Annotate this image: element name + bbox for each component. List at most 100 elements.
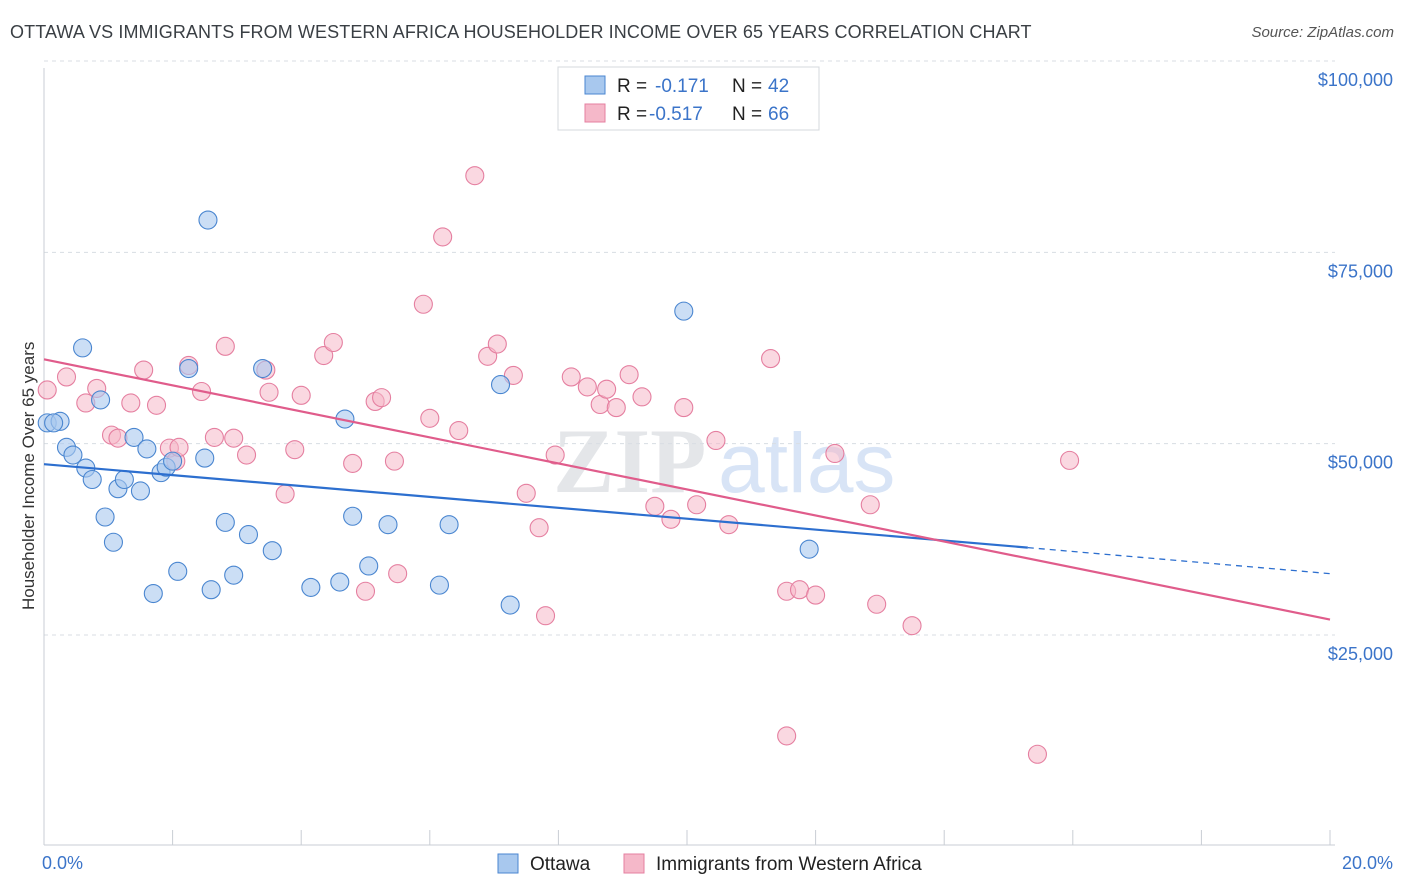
ottawa-point-27: [262, 541, 282, 561]
legend-r-value-ottawa: -0.171: [655, 76, 709, 97]
western-africa-point-66: [1060, 450, 1080, 470]
legend-r-label-ottawa: R =: [617, 76, 647, 97]
ottawa-point-25: [238, 525, 259, 545]
bottom-legend-label-western-africa: Immigrants from Western Africa: [656, 854, 922, 875]
western-africa-point-22: [291, 385, 311, 405]
western-africa-point-49: [632, 387, 652, 407]
chart-source: Source: ZipAtlas.com: [1251, 24, 1394, 41]
ottawa-point-26: [253, 358, 273, 379]
correlation-legend: R = -0.171 N = 42 R = -0.517 N = 66: [557, 66, 820, 131]
y-tick-label-100000: $100,000: [1318, 70, 1393, 90]
ottawa-point-28: [301, 577, 321, 597]
western-africa-point-15: [215, 336, 235, 356]
trend-line-ottawa-extension: [1027, 546, 1331, 575]
western-africa-point-16: [224, 428, 244, 448]
western-africa-point-17: [236, 445, 257, 465]
trend-line-ottawa: [43, 463, 1028, 549]
western-africa-point-65: [1027, 744, 1047, 764]
ottawa-point-34: [429, 575, 449, 595]
western-africa-point-39: [516, 483, 536, 503]
bottom-legend-label-ottawa: Ottawa: [530, 854, 591, 875]
western-africa-point-23: [314, 345, 334, 366]
ottawa-point-19: [168, 561, 188, 581]
ottawa-point-24: [224, 565, 244, 585]
ottawa-point-7: [82, 469, 102, 490]
western-africa-point-8: [146, 395, 167, 415]
western-africa-point-14: [204, 427, 224, 447]
western-africa-point-19: [259, 382, 279, 402]
western-africa-point-50: [645, 496, 665, 516]
western-africa-point-21: [285, 440, 305, 460]
x-tick-label-max: 20.0%: [1342, 853, 1393, 873]
western-africa-point-35: [465, 166, 485, 186]
western-africa-point-58: [789, 580, 810, 600]
ottawa-point-9: [95, 507, 115, 527]
ottawa-point-13: [124, 427, 144, 447]
western-africa-point-37: [487, 334, 507, 354]
ottawa-point-2: [44, 413, 64, 433]
western-africa-point-34: [449, 420, 469, 441]
ottawa-point-38: [198, 210, 218, 230]
western-africa-point-60: [825, 443, 845, 464]
western-africa-point-26: [355, 581, 376, 601]
ottawa-point-14: [130, 481, 150, 501]
western-africa-point-28: [372, 388, 392, 408]
western-africa-point-48: [619, 365, 639, 385]
western-africa-point-1: [56, 367, 77, 387]
x-tick-marks: [43, 830, 1331, 845]
legend-swatch-western-africa: [584, 103, 606, 123]
ottawa-point-23: [215, 512, 235, 532]
western-africa-point-54: [706, 430, 726, 451]
legend-r-value-western-africa: -0.517: [649, 104, 703, 125]
western-africa-point-25: [343, 453, 363, 473]
western-africa-point-42: [545, 445, 565, 465]
bottom-legend-swatch-western-africa: [623, 853, 645, 874]
ottawa-point-40: [799, 539, 819, 559]
ottawa-point-12: [114, 469, 134, 490]
western-africa-point-62: [867, 594, 887, 614]
western-africa-point-40: [529, 518, 549, 538]
series-legend: Ottawa Immigrants from Western Africa: [497, 853, 922, 875]
ottawa-point-37: [500, 595, 520, 615]
ottawa-point-16: [143, 583, 163, 604]
western-africa-point-64: [777, 726, 797, 746]
western-africa-point-0: [37, 380, 57, 400]
western-africa-point-32: [420, 408, 440, 428]
western-africa-point-63: [902, 616, 922, 636]
legend-r-label-western-africa: R =: [617, 104, 647, 125]
ottawa-point-5: [63, 445, 83, 465]
western-africa-point-38: [503, 365, 523, 385]
western-africa-point-44: [577, 377, 597, 397]
ottawa-point-39: [674, 301, 694, 321]
ottawa-point-15: [137, 439, 157, 459]
western-africa-point-52: [674, 398, 694, 418]
western-africa-point-55: [719, 515, 739, 535]
western-africa-point-56: [761, 349, 781, 369]
trend-lines: [43, 358, 1331, 621]
y-tick-label-50000: $50,000: [1328, 453, 1393, 473]
western-africa-point-20: [275, 484, 295, 504]
western-africa-point-6: [121, 393, 141, 413]
western-africa-point-31: [413, 294, 433, 314]
legend-n-label-western-africa: N =: [732, 104, 762, 125]
legend-n-value-western-africa: 66: [768, 104, 789, 125]
western-africa-point-51: [661, 509, 681, 529]
western-africa-point-5: [108, 428, 128, 448]
y-tick-labels: $25,000 $50,000 $75,000 $100,000: [1318, 70, 1393, 664]
bottom-legend-swatch-ottawa: [497, 853, 519, 874]
ottawa-point-31: [343, 506, 363, 526]
y-tick-label-75000: $75,000: [1328, 261, 1393, 281]
ottawa-point-35: [439, 515, 459, 535]
series-ottawa-points: [37, 210, 819, 615]
western-africa-point-7: [134, 360, 154, 380]
trend-line-western-africa: [43, 358, 1331, 621]
western-africa-point-24: [323, 332, 343, 353]
watermark-atlas: atlas: [718, 416, 895, 510]
western-africa-point-59: [806, 585, 826, 605]
legend-swatch-ottawa: [584, 75, 606, 95]
ottawa-point-41: [163, 451, 183, 471]
watermark-zip: ZIP: [553, 410, 706, 512]
watermark: ZIP atlas: [553, 410, 895, 512]
western-africa-point-43: [561, 367, 581, 387]
